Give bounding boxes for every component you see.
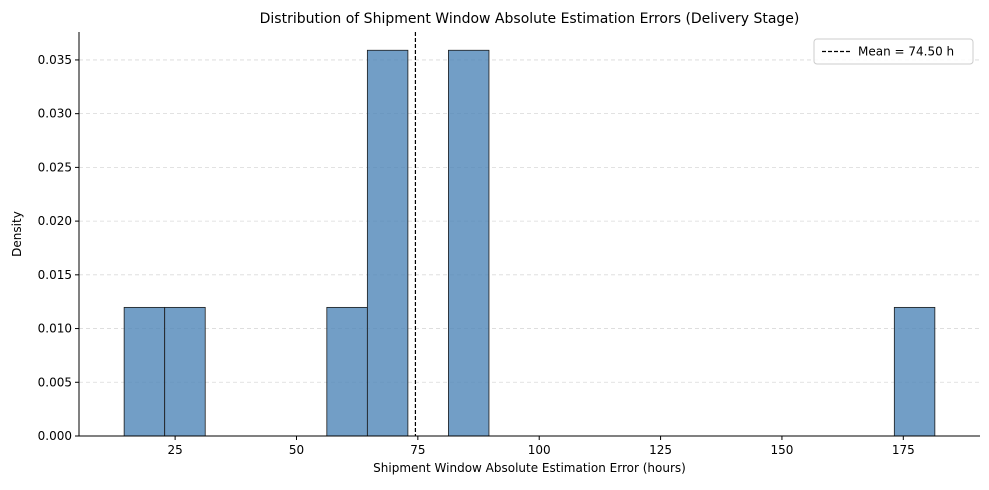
x-axis-label: Shipment Window Absolute Estimation Erro… bbox=[373, 461, 686, 475]
histogram-bar bbox=[366, 49, 409, 437]
histogram-bar bbox=[326, 306, 368, 437]
gridlines bbox=[79, 59, 980, 383]
legend-entry-mean: Mean = 74.50 h bbox=[858, 45, 954, 59]
x-tick-label: 150 bbox=[770, 443, 793, 457]
legend: Mean = 74.50 h bbox=[813, 38, 974, 65]
y-tick-label: 0.025 bbox=[38, 160, 72, 174]
y-tick-label: 0.015 bbox=[38, 268, 72, 282]
y-axis-label: Density bbox=[10, 211, 24, 257]
x-tick-label: 125 bbox=[649, 443, 672, 457]
y-axis-ticks: 0.000 0.005 0.010 0.015 0.020 0.025 0.030 0.035 bbox=[38, 53, 79, 443]
histogram-bar bbox=[448, 49, 490, 437]
x-tick-label: 175 bbox=[892, 443, 915, 457]
x-tick-label: 75 bbox=[410, 443, 425, 457]
x-tick-label: 25 bbox=[167, 443, 182, 457]
chart-title: Distribution of Shipment Window Absolute… bbox=[260, 11, 800, 27]
histogram-bar bbox=[893, 306, 936, 437]
y-tick-label: 0.020 bbox=[38, 214, 72, 228]
y-tick-label: 0.000 bbox=[38, 429, 72, 443]
histogram-bar bbox=[164, 306, 206, 437]
y-tick-label: 0.005 bbox=[38, 375, 72, 389]
y-tick-label: 0.030 bbox=[38, 107, 72, 121]
x-axis-ticks: 25 50 75 100 125 150 175 bbox=[167, 436, 915, 457]
histogram-bars bbox=[123, 49, 936, 437]
y-tick-label: 0.010 bbox=[38, 322, 72, 336]
y-tick-label: 0.035 bbox=[38, 53, 72, 67]
x-tick-label: 50 bbox=[289, 443, 304, 457]
legend-box bbox=[813, 38, 974, 65]
axes bbox=[78, 32, 980, 437]
histogram-bar bbox=[123, 306, 166, 437]
x-tick-label: 100 bbox=[528, 443, 551, 457]
